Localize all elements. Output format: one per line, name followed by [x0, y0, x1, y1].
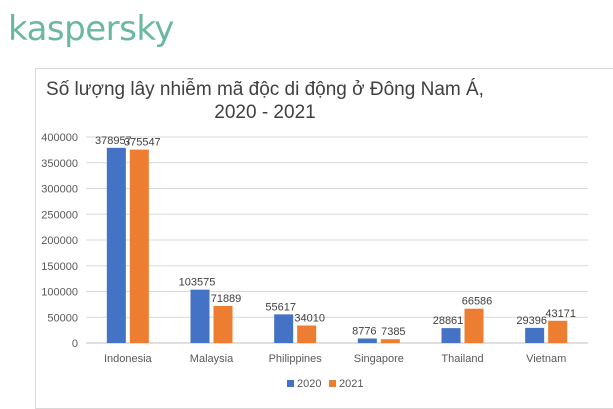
x-tick-label: Singapore — [354, 353, 404, 365]
y-tick-label: 0 — [72, 338, 78, 350]
legend-swatch-2020 — [287, 380, 294, 387]
legend-label: 2021 — [339, 378, 363, 390]
kaspersky-logo: kaspersky — [8, 9, 174, 49]
data-label: 378957 — [95, 135, 132, 147]
chart-title: Số lượng lây nhiễm mã độc di động ở Đông… — [35, 78, 495, 124]
data-label: 28861 — [433, 315, 464, 327]
y-tick-label: 400000 — [41, 132, 78, 144]
bar-2021-philippines — [297, 325, 317, 343]
bar-2021-thailand — [464, 308, 484, 343]
data-label: 43171 — [545, 308, 576, 320]
data-label: 71889 — [211, 293, 242, 305]
chart-title-line-2: 2020 - 2021 — [214, 102, 316, 123]
data-label: 375547 — [124, 137, 161, 149]
data-label: 8776 — [352, 325, 376, 337]
y-tick-label: 200000 — [41, 235, 78, 247]
data-label: 29396 — [516, 315, 547, 327]
x-tick-label: Philippines — [269, 353, 323, 365]
y-tick-label: 300000 — [41, 184, 78, 196]
bar-2020-thailand — [441, 328, 461, 343]
y-tick-label: 150000 — [41, 261, 78, 273]
bar-2020-philippines — [274, 314, 294, 343]
bar-2020-malaysia — [190, 289, 210, 343]
bar-2021-malaysia — [213, 305, 233, 343]
bar-2020-singapore — [357, 338, 377, 343]
x-tick-label: Malaysia — [190, 353, 234, 365]
x-tick-label: Indonesia — [104, 353, 153, 365]
legend-label: 2020 — [297, 378, 321, 390]
data-label: 34010 — [294, 312, 325, 324]
chart-title-line-1: Số lượng lây nhiễm mã độc di động ở Đông… — [46, 79, 484, 100]
bar-2020-vietnam — [525, 327, 545, 343]
y-tick-label: 350000 — [41, 158, 78, 170]
x-tick-label: Thailand — [441, 353, 483, 365]
data-label: 66586 — [462, 296, 493, 308]
y-tick-label: 100000 — [41, 287, 78, 299]
data-label: 7385 — [381, 326, 405, 338]
bar-2021-vietnam — [548, 320, 568, 343]
x-tick-label: Vietnam — [526, 353, 566, 365]
bar-2021-indonesia — [129, 149, 149, 343]
data-label: 55617 — [265, 301, 296, 313]
bar-2020-indonesia — [106, 147, 126, 343]
legend-swatch-2021 — [329, 380, 336, 387]
y-tick-label: 50000 — [47, 312, 78, 324]
bar-2021-singapore — [380, 339, 400, 343]
data-label: 103575 — [179, 277, 216, 289]
y-tick-label: 250000 — [41, 209, 78, 221]
